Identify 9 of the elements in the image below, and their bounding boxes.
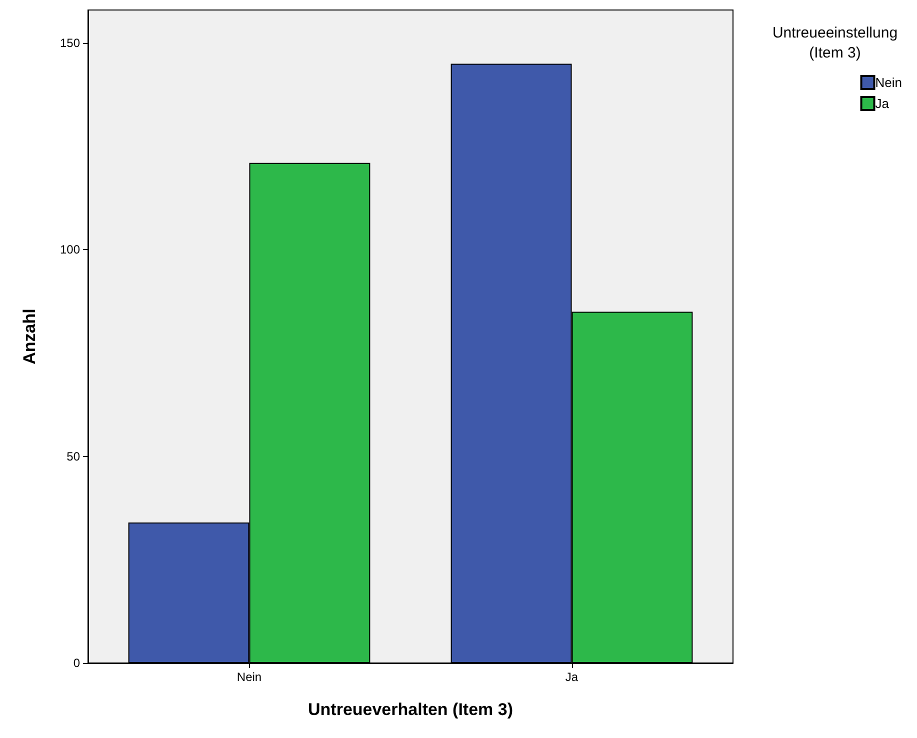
legend-label: Nein — [875, 75, 902, 90]
y-tick-label: 0 — [73, 656, 80, 670]
x-axis-title: Untreueverhalten (Item 3) — [308, 700, 513, 719]
y-tick-label: 150 — [60, 36, 80, 50]
legend-title: Untreueeinstellung (Item 3) — [772, 24, 898, 62]
y-axis-title: Anzahl — [20, 308, 39, 364]
y-tick-label: 50 — [66, 449, 80, 464]
legend-label: Ja — [875, 96, 890, 111]
y-tick-label: 100 — [60, 242, 80, 257]
